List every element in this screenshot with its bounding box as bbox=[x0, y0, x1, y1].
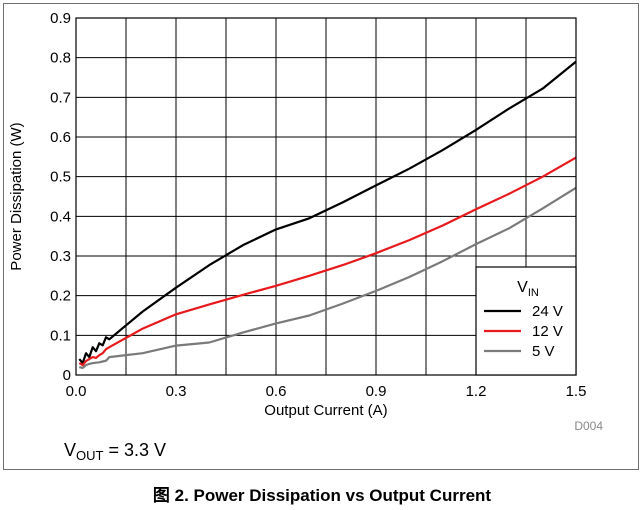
legend-items: 24 V 12 V 5 V bbox=[484, 303, 563, 360]
x-tick-label: 0.6 bbox=[266, 383, 287, 400]
x-tick-label: 1.5 bbox=[566, 383, 587, 400]
x-tick-label: 1.2 bbox=[466, 383, 487, 400]
tick-labels: 0.0 0.3 0.6 0.9 1.2 1.5 0 0.1 0.2 0.3 0.4 0.5 0.6 0.7… bbox=[50, 10, 586, 400]
x-tick-label: 0.3 bbox=[166, 383, 187, 400]
legend-title: VIN bbox=[517, 279, 539, 299]
y-tick-label: 0.3 bbox=[50, 248, 71, 265]
plot-area bbox=[75, 17, 577, 376]
y-axis-label: Power Dissipation (W) bbox=[8, 122, 25, 270]
y-tick-label: 0.7 bbox=[50, 89, 71, 106]
y-tick-label: 0 bbox=[63, 367, 71, 384]
x-tick-label: 0.9 bbox=[366, 383, 387, 400]
vout-annotation: VOUT = 3.3 V bbox=[64, 440, 166, 463]
x-axis-label: Output Current (A) bbox=[264, 402, 387, 419]
legend-box bbox=[475, 266, 577, 376]
y-tick-label: 0.8 bbox=[50, 50, 71, 67]
y-tick-label: 0.4 bbox=[50, 208, 71, 225]
legend-label-0: 24 V bbox=[532, 303, 563, 320]
figure-caption: 图 2. Power Dissipation vs Output Current bbox=[152, 486, 492, 505]
y-tick-label: 0.2 bbox=[50, 288, 71, 305]
series-lines bbox=[78, 60, 577, 369]
y-tick-label: 0.9 bbox=[50, 10, 71, 27]
series-line-1 bbox=[78, 156, 577, 367]
y-tick-label: 0.6 bbox=[50, 129, 71, 146]
grid bbox=[76, 18, 576, 375]
y-tick-label: 0.1 bbox=[50, 327, 71, 344]
y-tick-label: 0.5 bbox=[50, 169, 71, 186]
x-tick-label: 0.0 bbox=[66, 383, 87, 400]
legend-label-2: 5 V bbox=[532, 343, 555, 360]
figure-code: D004 bbox=[574, 419, 603, 433]
legend: VIN 24 V 12 V 5 V bbox=[475, 266, 577, 376]
legend-label-1: 12 V bbox=[532, 323, 563, 340]
series-line-2 bbox=[79, 186, 577, 369]
series-line-0 bbox=[78, 60, 577, 365]
